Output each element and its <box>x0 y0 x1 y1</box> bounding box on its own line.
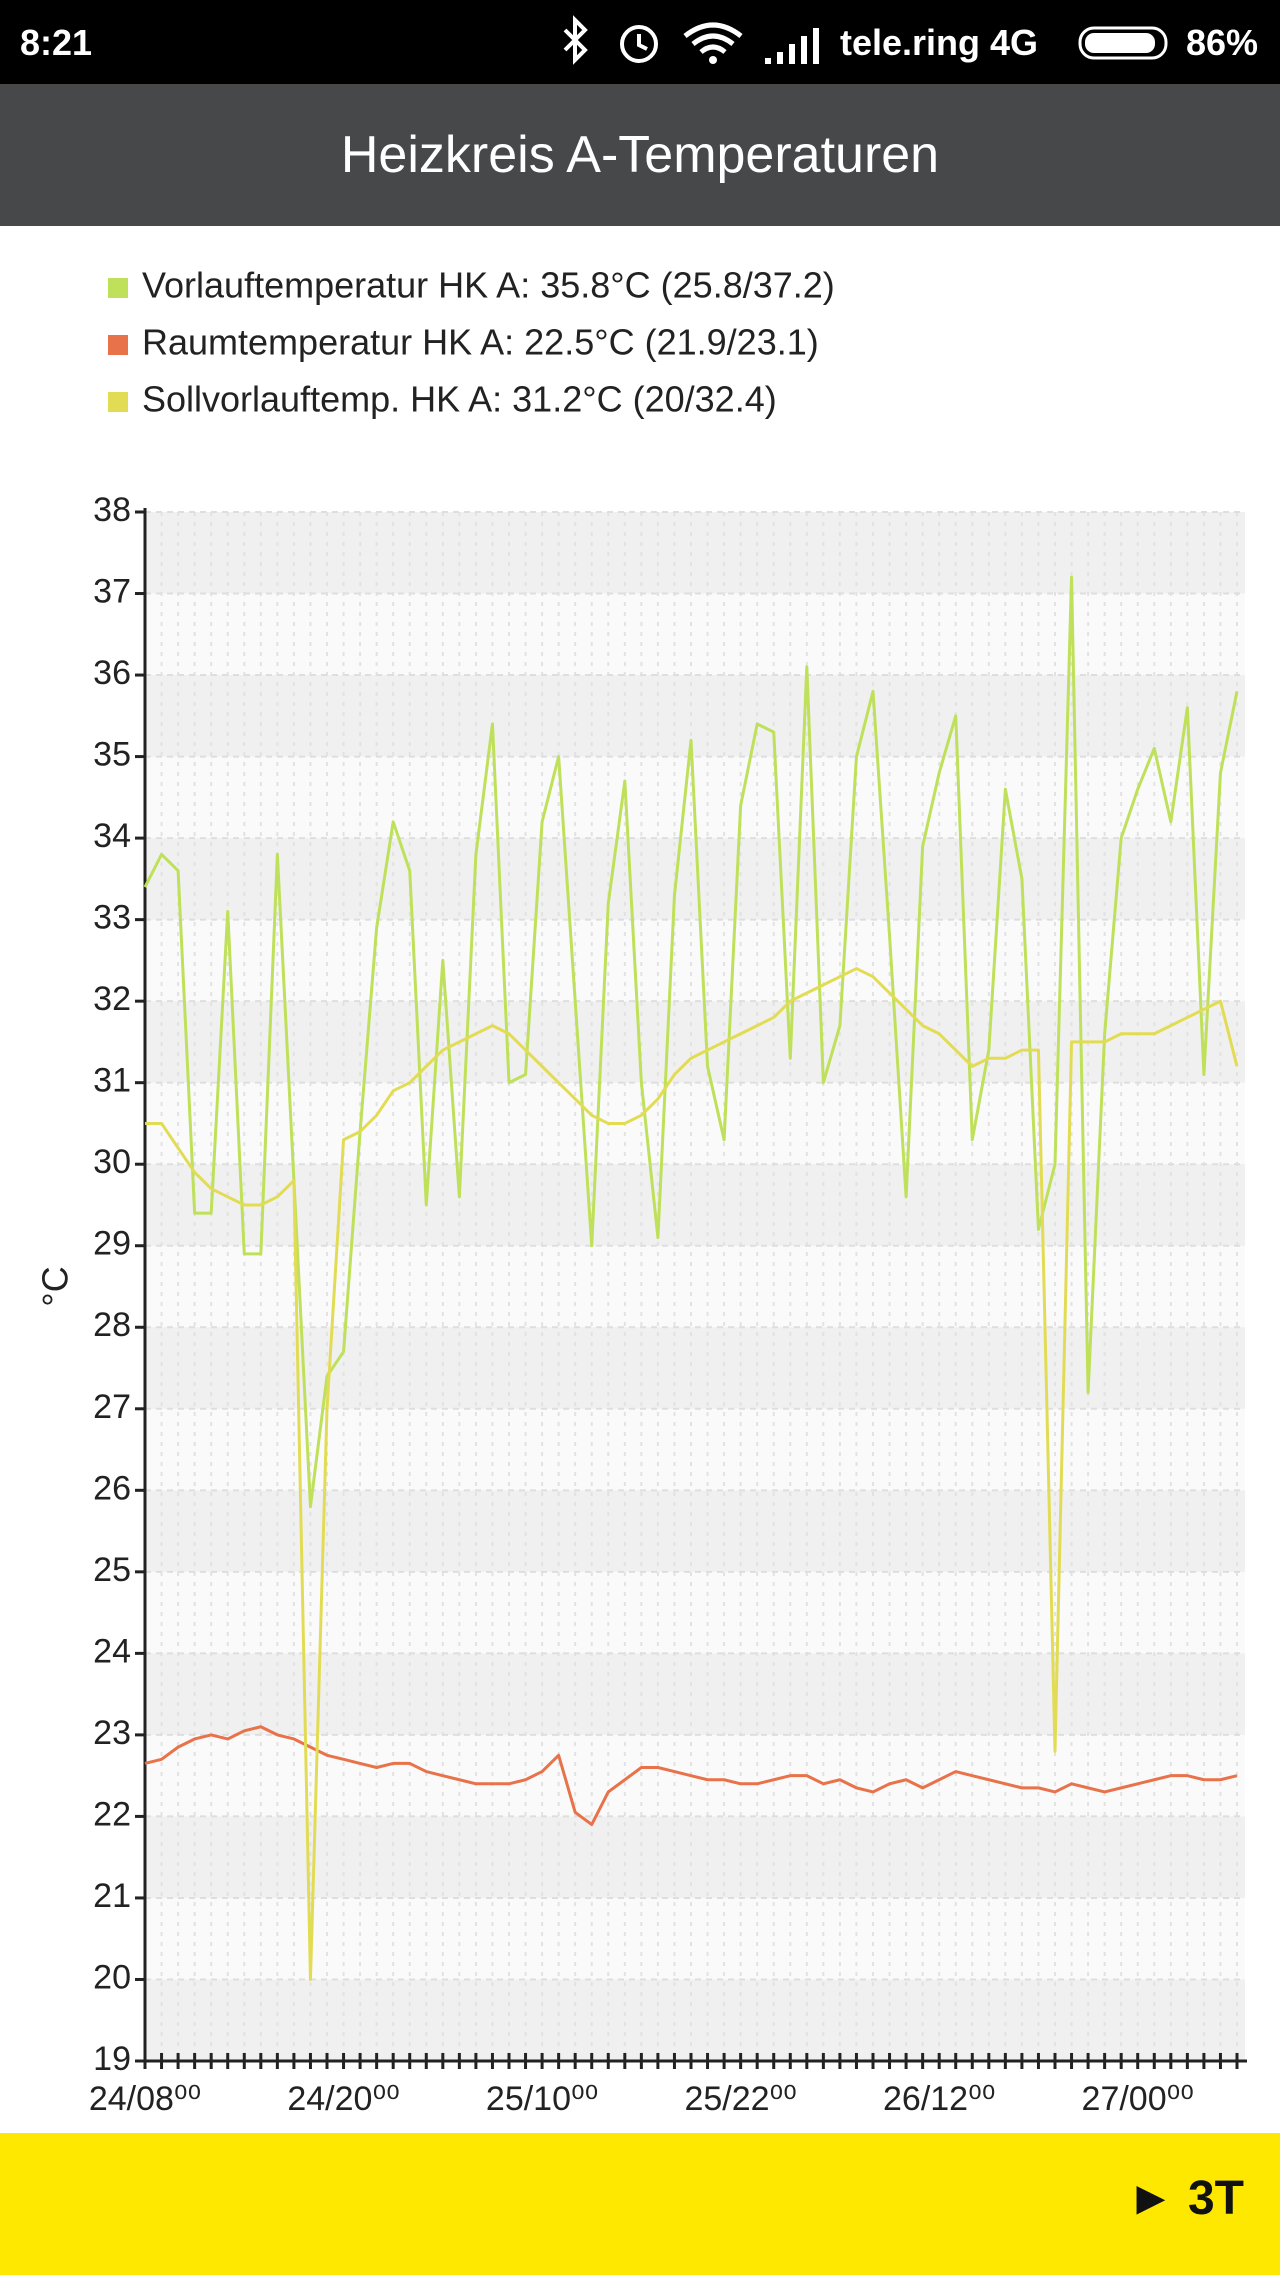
y-tick-label: 31 <box>93 1062 131 1100</box>
y-tick-label: 35 <box>93 736 131 774</box>
y-tick-label: 37 <box>93 573 131 611</box>
plot-background <box>145 512 1245 2061</box>
legend-swatch <box>108 335 128 355</box>
y-tick-label: 19 <box>93 2040 131 2078</box>
y-tick-label: 24 <box>93 1632 131 1670</box>
y-tick-label: 20 <box>93 1958 131 1996</box>
battery-level: 86% <box>1186 22 1259 63</box>
wifi-icon <box>683 22 743 55</box>
carrier: tele.ring 4G <box>840 22 1039 63</box>
grid-band <box>145 1327 1245 1409</box>
y-tick-label: 38 <box>93 491 131 529</box>
legend-label: Sollvorlauftemp. HK A: 31.2°C (20/32.4) <box>142 379 777 420</box>
y-tick-label: 29 <box>93 1225 131 1263</box>
x-tick-label: 27/00⁰⁰ <box>1082 2080 1194 2118</box>
grid-band <box>145 838 1245 920</box>
x-tick-label: 24/20⁰⁰ <box>287 2080 399 2118</box>
x-tick-label: 24/08⁰⁰ <box>89 2080 201 2118</box>
legend-swatch <box>108 392 128 412</box>
grid-band <box>145 1164 1245 1246</box>
y-tick-label: 28 <box>93 1306 131 1344</box>
y-tick-label: 34 <box>93 817 131 855</box>
signal-icon <box>765 28 819 64</box>
y-tick-label: 23 <box>93 1714 131 1752</box>
grid-band <box>145 1816 1245 1898</box>
y-tick-label: 26 <box>93 1469 131 1507</box>
series-line <box>143 575 1239 1509</box>
series-line <box>144 1725 1238 1827</box>
bluetooth-icon <box>563 15 588 65</box>
y-tick-label: 25 <box>93 1551 131 1589</box>
status-icons <box>563 15 819 65</box>
time: 8:21 <box>20 22 93 63</box>
y-tick-label: 27 <box>93 1388 131 1426</box>
range-button[interactable]: ► 3T <box>1127 2172 1244 2225</box>
x-tick-label: 25/10⁰⁰ <box>486 2080 598 2118</box>
battery-icon <box>1078 26 1168 60</box>
y-tick-label: 30 <box>93 1143 131 1181</box>
legend-swatch <box>108 278 128 298</box>
grid-band <box>145 512 1245 594</box>
y-tick-label: 22 <box>93 1795 131 1833</box>
y-tick-label: 32 <box>93 980 131 1018</box>
y-tick-label: 33 <box>93 899 131 937</box>
alarm-hand <box>637 34 648 51</box>
header-title: Heizkreis A-Temperaturen <box>340 126 940 184</box>
x-tick-label: 25/22⁰⁰ <box>684 2080 796 2118</box>
status-bar: 8:21 tele.ring 4G 86% <box>0 0 1280 84</box>
grid-band <box>145 1979 1245 2061</box>
chart: Vorlauftemperatur HK A: 35.8°C (25.8/37.… <box>35 265 1247 2118</box>
header: Heizkreis A-Temperaturen <box>0 84 1280 226</box>
y-tick-label: 36 <box>93 654 131 692</box>
grid-band <box>145 1001 1245 1083</box>
alarm-icon <box>620 25 658 63</box>
wifi-dot <box>709 56 717 64</box>
series-line <box>145 967 1239 1981</box>
x-tick-label: 26/12⁰⁰ <box>883 2080 995 2118</box>
y-tick-label: 21 <box>93 1877 131 1915</box>
grid-band <box>145 675 1245 757</box>
grid-band <box>145 1653 1245 1735</box>
y-axis-label: °C <box>35 1266 76 1306</box>
legend-label: Vorlauftemperatur HK A: 35.8°C (25.8/37.… <box>142 265 835 306</box>
legend-label: Raumtemperatur HK A: 22.5°C (21.9/23.1) <box>142 322 819 363</box>
footer: ► 3T <box>0 2133 1280 2275</box>
